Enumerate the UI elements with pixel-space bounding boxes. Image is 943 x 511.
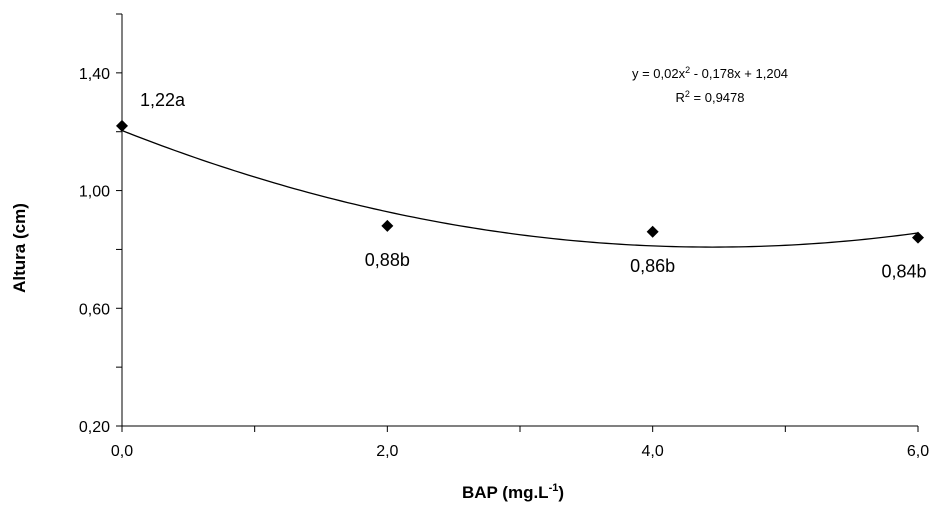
y-tick-label: 1,00 xyxy=(79,184,110,201)
trendline-equation: y = 0,02x2 - 0,178x + 1,204 xyxy=(632,65,788,81)
x-axis-title: BAP (mg.L-1) xyxy=(462,482,564,502)
trendline-equation-main: y = 0,02x xyxy=(632,66,686,81)
trendline-equation-rest: - 0,178x + 1,204 xyxy=(690,66,788,81)
trendline-r-squared: R2 = 0,9478 xyxy=(676,89,745,105)
trendline-equation-superscript: 2 xyxy=(685,65,690,75)
plot-area: 0,20 0,60 1,00 1,40 0,0 2,0 4,0 6,0 1,22a 0,88b 0,… xyxy=(79,13,929,460)
x-axis-title-end: ) xyxy=(558,483,564,502)
data-point-marker xyxy=(381,219,394,232)
data-point-marker xyxy=(646,225,659,238)
data-label: 0,84b xyxy=(881,262,926,282)
x-tick-label: 4,0 xyxy=(642,443,664,460)
x-tick-label: 0,0 xyxy=(111,443,133,460)
trendline xyxy=(121,129,919,248)
r-squared-superscript: 2 xyxy=(685,89,690,99)
y-axis-title: Altura (cm) xyxy=(10,203,29,293)
r-squared-rest: = 0,9478 xyxy=(690,90,745,105)
data-label: 0,86b xyxy=(630,256,675,276)
data-label: 1,22a xyxy=(140,90,186,110)
x-axis-title-superscript: -1 xyxy=(549,482,559,494)
x-tick-label: 6,0 xyxy=(907,443,929,460)
x-tick-label: 2,0 xyxy=(376,443,398,460)
data-point-marker xyxy=(912,231,924,244)
y-tick-label: 1,40 xyxy=(79,66,110,83)
r-squared-main: R xyxy=(676,90,685,105)
y-tick-label: 0,60 xyxy=(79,301,110,318)
data-label: 0,88b xyxy=(365,250,410,270)
y-tick-label: 0,20 xyxy=(79,419,110,436)
x-axis-title-main: BAP (mg.L xyxy=(462,483,549,502)
data-point-marker xyxy=(116,119,128,132)
